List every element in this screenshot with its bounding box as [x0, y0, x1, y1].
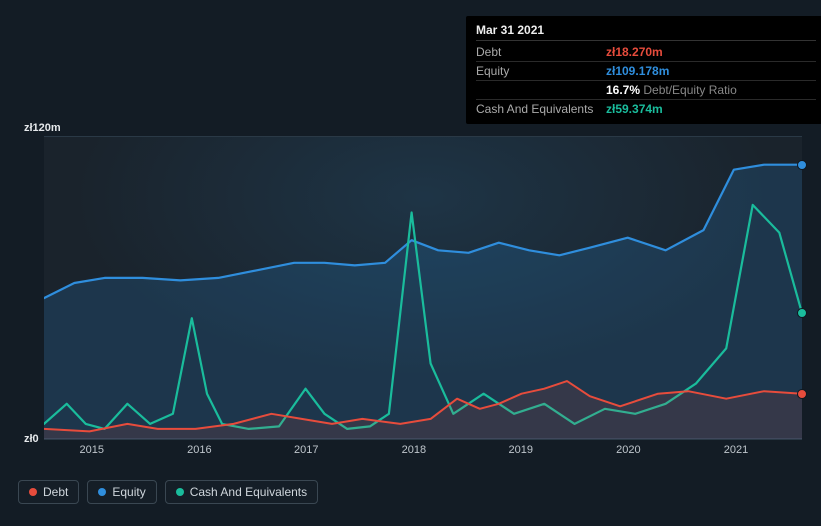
tooltip-row-label: Debt: [476, 44, 606, 60]
series-end-marker-debt: [797, 389, 807, 399]
tooltip-date: Mar 31 2021: [476, 22, 816, 41]
y-axis-min-label: zł0: [24, 433, 39, 445]
series-end-marker-equity: [797, 160, 807, 170]
x-tick: 2019: [509, 444, 533, 456]
legend-item-label: Cash And Equivalents: [190, 485, 307, 499]
tooltip-row-value: zł109.178m: [606, 63, 816, 79]
series-end-marker-cash: [797, 308, 807, 318]
legend-dot-icon: [98, 488, 106, 496]
x-tick: 2015: [80, 444, 104, 456]
tooltip-row-label: [476, 82, 606, 98]
tooltip-row-value: zł18.270m: [606, 44, 816, 60]
legend-item-label: Debt: [43, 485, 68, 499]
x-tick: 2018: [402, 444, 426, 456]
tooltip-row: 16.7% Debt/Equity Ratio: [476, 81, 816, 100]
chart-tooltip: Mar 31 2021 Debtzł18.270mEquityzł109.178…: [466, 16, 821, 124]
legend-item-equity[interactable]: Equity: [87, 480, 156, 504]
tooltip-row: Debtzł18.270m: [476, 43, 816, 62]
y-axis-max-label: zł120m: [24, 122, 61, 134]
legend-item-label: Equity: [112, 485, 145, 499]
legend-dot-icon: [176, 488, 184, 496]
x-tick: 2017: [294, 444, 318, 456]
tooltip-row: Equityzł109.178m: [476, 62, 816, 81]
chart-svg: [44, 137, 802, 439]
x-tick: 2020: [616, 444, 640, 456]
x-tick: 2021: [724, 444, 748, 456]
chart-legend: Debt Equity Cash And Equivalents: [18, 480, 318, 504]
tooltip-row-value: 16.7% Debt/Equity Ratio: [606, 82, 816, 98]
legend-item-cash-and-equivalents[interactable]: Cash And Equivalents: [165, 480, 318, 504]
tooltip-row-value: zł59.374m: [606, 101, 816, 117]
financial-chart-root: Mar 31 2021 Debtzł18.270mEquityzł109.178…: [0, 0, 821, 526]
tooltip-row-label: Equity: [476, 63, 606, 79]
chart-plot-area[interactable]: [44, 136, 802, 440]
tooltip-row-label: Cash And Equivalents: [476, 101, 606, 117]
legend-item-debt[interactable]: Debt: [18, 480, 79, 504]
x-axis-ticks: 2015 2016 2017 2018 2019 2020 2021: [44, 444, 802, 460]
tooltip-row: Cash And Equivalentszł59.374m: [476, 100, 816, 118]
legend-dot-icon: [29, 488, 37, 496]
x-tick: 2016: [187, 444, 211, 456]
